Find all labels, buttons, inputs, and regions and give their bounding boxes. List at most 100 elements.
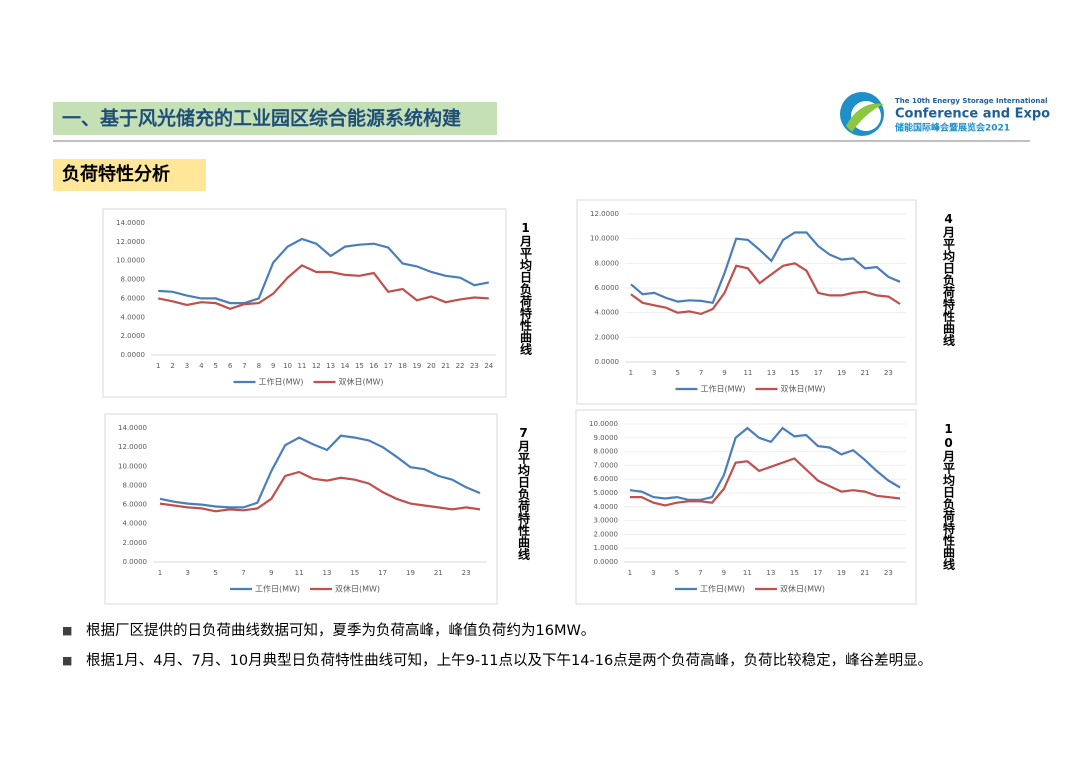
y-tick-label: 5.0000 <box>594 489 619 497</box>
y-tick-label: 0.0000 <box>123 558 148 566</box>
series-line <box>629 426 901 501</box>
x-tick-label: 19 <box>837 569 846 577</box>
x-tick-label: 7 <box>242 362 246 370</box>
x-tick-label: 11 <box>297 362 306 370</box>
x-tick-label: 7 <box>698 569 702 577</box>
x-tick-label: 15 <box>790 369 799 377</box>
x-tick-label: 6 <box>228 362 233 370</box>
x-tick-label: 1 <box>629 369 633 377</box>
bullet-mark: ■ <box>62 654 72 667</box>
chart-frame <box>104 413 498 605</box>
x-tick-label: 19 <box>406 569 415 577</box>
x-tick-label: 5 <box>675 369 679 377</box>
y-tick-label: 10.0000 <box>116 257 145 265</box>
y-tick-label: 8.0000 <box>123 481 148 489</box>
y-tick-label: 8.0000 <box>121 276 146 284</box>
y-tick-label: 7.0000 <box>594 461 619 469</box>
y-tick-label: 6.0000 <box>121 294 146 302</box>
x-tick-label: 23 <box>884 369 893 377</box>
y-tick-label: 12.0000 <box>116 238 145 246</box>
y-tick-label: 1.0000 <box>594 544 619 552</box>
chart-caption: 1月平均日负荷特性曲线 <box>519 221 533 356</box>
y-tick-label: 2.0000 <box>121 332 146 340</box>
x-tick-label: 15 <box>355 362 364 370</box>
x-tick-label: 5 <box>675 569 679 577</box>
bullet-mark: ■ <box>62 624 72 637</box>
x-tick-label: 23 <box>462 569 471 577</box>
y-tick-label: 14.0000 <box>118 424 147 432</box>
y-tick-label: 0.0000 <box>594 558 619 566</box>
x-tick-label: 22 <box>456 362 465 370</box>
x-tick-label: 1 <box>158 569 162 577</box>
bullet: 根据1月、4月、7月、10月典型日负荷特性曲线可知，上午9-11点以及下午14-… <box>86 651 932 669</box>
y-tick-label: 14.0000 <box>116 219 145 227</box>
x-tick-label: 24 <box>484 362 493 370</box>
y-tick-label: 6.0000 <box>123 501 148 509</box>
y-tick-label: 12.0000 <box>118 443 147 451</box>
series-line <box>159 470 481 513</box>
legend-label: 工作日(MW) <box>259 377 304 387</box>
bullet: 根据厂区提供的日负荷曲线数据可知，夏季为负荷高峰，峰值负荷约为16MW。 <box>86 622 595 639</box>
y-tick-label: 0.0000 <box>595 358 620 366</box>
legend-label: 双休日(MW) <box>339 377 384 387</box>
x-tick-label: 20 <box>427 362 436 370</box>
x-tick-label: 9 <box>271 362 275 370</box>
x-tick-label: 19 <box>412 362 421 370</box>
x-tick-label: 16 <box>369 362 378 370</box>
logo-leaf <box>846 103 884 132</box>
x-tick-label: 3 <box>652 369 656 377</box>
x-tick-label: 3 <box>186 569 190 577</box>
x-tick-label: 17 <box>814 369 823 377</box>
x-tick-label: 3 <box>651 569 655 577</box>
y-tick-label: 6.0000 <box>595 284 620 292</box>
x-tick-label: 15 <box>790 569 799 577</box>
series-line <box>630 262 901 316</box>
x-tick-label: 10 <box>283 362 292 370</box>
x-tick-label: 13 <box>767 369 776 377</box>
x-tick-label: 3 <box>185 362 189 370</box>
x-tick-label: 11 <box>743 569 752 577</box>
x-tick-label: 13 <box>326 362 335 370</box>
y-tick-label: 12.0000 <box>590 210 619 218</box>
section-title: 负荷特性分析 <box>62 163 170 185</box>
series-line <box>630 231 901 305</box>
legend-label: 工作日(MW) <box>255 584 300 594</box>
x-tick-label: 5 <box>213 362 217 370</box>
x-tick-label: 21 <box>434 569 443 577</box>
x-tick-label: 23 <box>470 362 479 370</box>
x-tick-label: 13 <box>766 569 775 577</box>
y-tick-label: 9.0000 <box>594 434 619 442</box>
y-tick-label: 3.0000 <box>594 517 619 525</box>
y-tick-label: 2.0000 <box>123 539 148 547</box>
chart-caption: 4月平均日负荷特性曲线 <box>942 212 956 347</box>
x-tick-label: 8 <box>257 362 261 370</box>
logo-line1: The 10th Energy Storage International <box>895 97 1048 105</box>
chart-caption: 7月平均日负荷特性曲线 <box>517 426 531 561</box>
y-tick-label: 10.0000 <box>118 462 147 470</box>
x-tick-label: 7 <box>241 569 245 577</box>
legend-label: 工作日(MW) <box>700 584 745 594</box>
y-tick-label: 4.0000 <box>121 313 146 321</box>
x-tick-label: 17 <box>813 569 822 577</box>
x-tick-label: 11 <box>295 569 304 577</box>
x-tick-label: 19 <box>837 369 846 377</box>
y-tick-label: 10.0000 <box>589 420 618 428</box>
series-line <box>158 237 490 305</box>
x-tick-label: 17 <box>384 362 393 370</box>
y-tick-label: 2.0000 <box>595 333 620 341</box>
logo-line3: 储能国际峰会暨展览会2021 <box>895 122 1010 134</box>
chart-caption: 10月平均日负荷特性曲线 <box>942 422 956 571</box>
x-tick-label: 13 <box>322 569 331 577</box>
x-tick-label: 21 <box>441 362 450 370</box>
chart-frame <box>576 199 917 405</box>
x-tick-label: 4 <box>199 362 204 370</box>
legend-label: 双休日(MW) <box>335 584 380 594</box>
x-tick-label: 9 <box>269 569 273 577</box>
x-tick-label: 21 <box>861 369 870 377</box>
logo: The 10th Energy Storage International Co… <box>840 92 1050 136</box>
y-tick-label: 10.0000 <box>590 235 619 243</box>
x-tick-label: 9 <box>722 569 726 577</box>
x-tick-label: 23 <box>884 569 893 577</box>
x-tick-label: 1 <box>628 569 632 577</box>
